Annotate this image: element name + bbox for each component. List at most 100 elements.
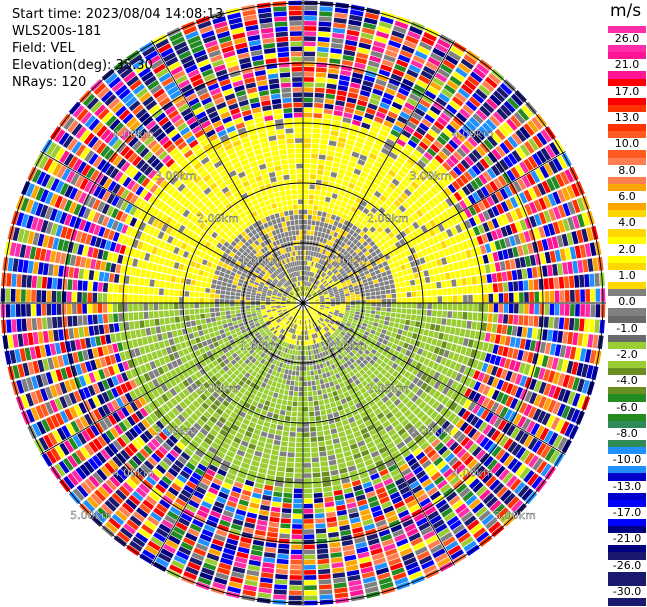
- gate-cell: [303, 163, 310, 169]
- gate-cell: [350, 305, 356, 309]
- gate-cell: [362, 266, 368, 272]
- gate-cell: [305, 315, 307, 320]
- gate-cell: [356, 300, 361, 303]
- gate-cell: [367, 388, 375, 395]
- gate-cell: [274, 584, 288, 590]
- gate-cell: [418, 196, 427, 205]
- gate-cell: [503, 293, 509, 303]
- gate-cell: [350, 308, 356, 311]
- gate-cell: [295, 457, 303, 463]
- gate-cell: [330, 557, 343, 564]
- gate-cell: [461, 511, 474, 523]
- gate-cell: [494, 262, 501, 272]
- gate-cell: [311, 311, 316, 315]
- gate-cell: [322, 238, 327, 244]
- gate-cell: [289, 365, 293, 370]
- gate-cell: [489, 479, 501, 491]
- gate-cell: [345, 559, 358, 567]
- gate-cell: [343, 250, 349, 256]
- gate-cell: [460, 58, 474, 70]
- gate-cell: [369, 233, 376, 240]
- gate-cell: [577, 378, 585, 393]
- gate-cell: [529, 303, 534, 315]
- gate-cell: [442, 221, 450, 230]
- gate-cell: [445, 158, 456, 168]
- gate-cell: [413, 466, 424, 475]
- gate-cell: [386, 330, 392, 337]
- gate-cell: [380, 230, 388, 238]
- gate-cell: [303, 286, 305, 291]
- gate-cell: [416, 79, 428, 89]
- gate-cell: [482, 284, 488, 293]
- gate-cell: [342, 344, 348, 350]
- gate-cell: [310, 304, 315, 306]
- gate-cell: [347, 329, 353, 335]
- gate-cell: [531, 476, 543, 490]
- gate-cell: [340, 398, 347, 405]
- gate-cell: [423, 530, 436, 541]
- gate-cell: [416, 45, 430, 56]
- gate-cell: [368, 446, 378, 454]
- gate-cell: [320, 383, 326, 390]
- gate-cell: [445, 491, 458, 502]
- gate-cell: [292, 508, 303, 514]
- gate-cell: [389, 562, 403, 571]
- gate-cell: [320, 329, 325, 335]
- gate-cell: [381, 329, 387, 335]
- gate-cell: [414, 50, 428, 60]
- gate-cell: [271, 370, 277, 376]
- gate-cell: [348, 337, 354, 343]
- gate-cell: [345, 102, 356, 109]
- gate-cell: [463, 399, 472, 409]
- gate-cell: [291, 416, 297, 422]
- gate-cell: [142, 336, 149, 345]
- gate-cell: [391, 496, 403, 505]
- gate-cell: [348, 263, 354, 269]
- gate-cell: [337, 348, 343, 354]
- gate-cell: [437, 417, 447, 427]
- gate-cell: [544, 342, 552, 355]
- gate-cell: [366, 264, 373, 270]
- gate-cell: [499, 406, 509, 418]
- gate-cell: [277, 466, 286, 472]
- gate-cell: [408, 532, 421, 542]
- gate-cell: [407, 344, 414, 351]
- gate-cell: [332, 438, 340, 444]
- gate-cell: [504, 237, 512, 248]
- gate-cell: [386, 44, 400, 54]
- gate-cell: [338, 260, 344, 266]
- gate-cell: [417, 303, 422, 309]
- gate-cell: [436, 135, 447, 146]
- gate-cell: [434, 43, 449, 54]
- gate-cell: [376, 307, 381, 311]
- gate-cell: [362, 391, 370, 399]
- gate-cell: [388, 428, 397, 437]
- gate-cell: [325, 506, 336, 513]
- gate-cell: [349, 405, 357, 412]
- gate-cell: [303, 457, 311, 463]
- gate-cell: [328, 459, 337, 466]
- gate-cell: [325, 298, 330, 301]
- gate-cell: [468, 368, 476, 378]
- gate-cell: [443, 128, 454, 138]
- gate-cell: [282, 363, 287, 369]
- gate-cell: [416, 550, 430, 561]
- gate-cell: [517, 245, 524, 257]
- gate-cell: [316, 62, 328, 68]
- gate-cell: [364, 270, 370, 275]
- gate-cell: [429, 219, 437, 228]
- gate-cell: [293, 345, 297, 350]
- gate-cell: [329, 423, 336, 430]
- gate-cell: [263, 421, 271, 428]
- gate-cell: [432, 548, 446, 559]
- gate-cell: [309, 297, 314, 300]
- gate-cell: [397, 54, 411, 63]
- gate-cell: [510, 385, 519, 397]
- gate-cell: [373, 255, 380, 261]
- gate-cell: [362, 576, 377, 584]
- gate-cell: [411, 112, 423, 122]
- gate-cell: [355, 306, 361, 309]
- gate-cell: [381, 450, 390, 459]
- gate-cell: [443, 349, 450, 358]
- gate-cell: [343, 274, 349, 279]
